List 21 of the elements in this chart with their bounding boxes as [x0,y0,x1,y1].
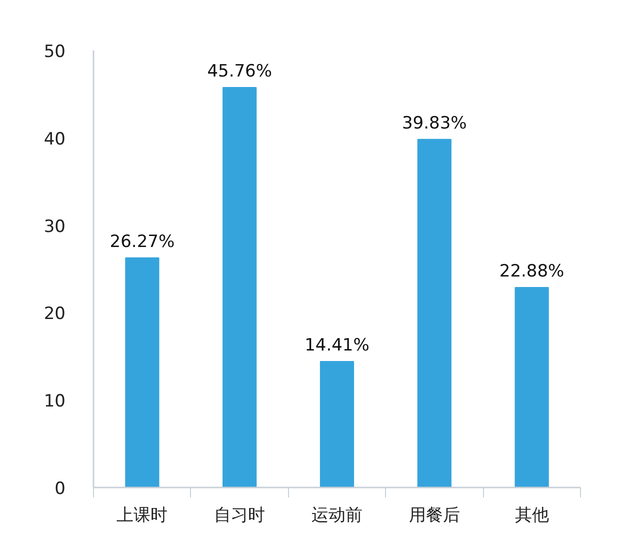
data-label: 39.83% [402,113,467,134]
bar [514,287,549,488]
bar [417,138,452,488]
data-label: 45.76% [207,62,272,82]
x-tick-label: 自习时 [214,506,266,526]
bar [320,361,354,488]
y-tick-label: 40 [44,129,66,150]
y-tick-label: 10 [44,392,66,412]
x-tick-label: 用餐后 [408,506,460,526]
x-tick-label: 上课时 [116,506,168,526]
y-tick-label: 0 [54,479,66,499]
bar [125,257,160,488]
data-label: 26.27% [110,232,175,252]
y-tick-label: 20 [44,304,66,324]
x-tick-label: 其他 [514,506,549,526]
x-tick-label: 运动前 [312,506,362,526]
data-label: 22.88% [499,262,564,282]
bar [222,87,257,488]
y-tick-label: 30 [44,216,66,237]
data-label: 14.41% [304,336,370,356]
y-tick-label: 50 [44,42,66,62]
